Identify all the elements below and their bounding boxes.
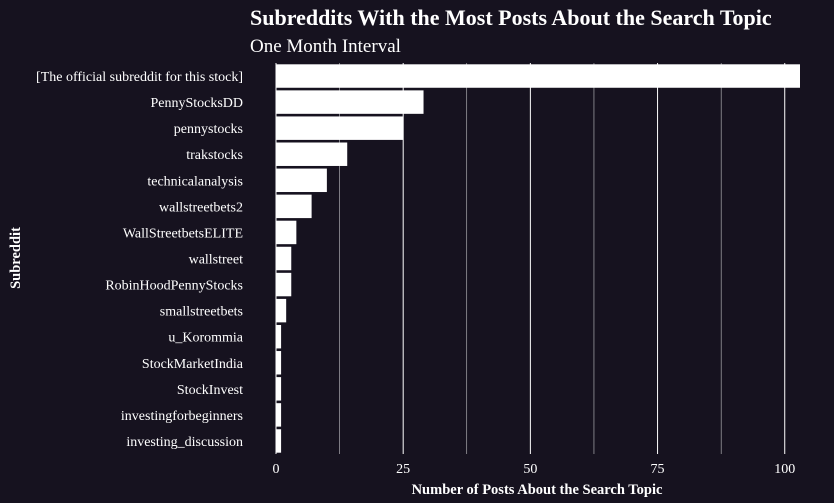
bar bbox=[276, 403, 282, 427]
bar bbox=[276, 246, 292, 271]
y-tick-label: wallstreet bbox=[189, 253, 244, 268]
bar bbox=[276, 429, 282, 453]
bar bbox=[276, 377, 282, 401]
bar bbox=[276, 142, 348, 166]
bar bbox=[276, 168, 327, 193]
x-tick-label: 25 bbox=[396, 462, 410, 477]
x-tick-label: 50 bbox=[523, 462, 537, 477]
y-tick-label: StockInvest bbox=[177, 383, 243, 398]
x-tick-labels: 0 25 50 75 100 bbox=[273, 462, 796, 477]
x-tick-label: 0 bbox=[273, 462, 280, 477]
bar bbox=[276, 324, 282, 349]
y-tick-label: PennyStocksDD bbox=[150, 96, 243, 111]
y-tick-label: pennystocks bbox=[174, 122, 243, 137]
bar bbox=[276, 220, 297, 245]
bar bbox=[276, 194, 312, 219]
y-tick-label: trakstocks bbox=[186, 148, 243, 163]
y-tick-label: RobinHoodPennyStocks bbox=[105, 279, 243, 294]
y-tick-label: smallstreetbets bbox=[160, 305, 243, 320]
y-tick-label: investingforbeginners bbox=[121, 409, 243, 424]
y-tick-label: technicalanalysis bbox=[147, 174, 243, 189]
y-tick-labels: [The official subreddit for this stock] P… bbox=[36, 70, 244, 450]
bar bbox=[276, 272, 292, 297]
chart-title: Subreddits With the Most Posts About the… bbox=[250, 5, 772, 30]
bar bbox=[276, 351, 282, 375]
bar bbox=[276, 90, 424, 114]
bar bbox=[276, 64, 800, 88]
x-axis-title: Number of Posts About the Search Topic bbox=[412, 482, 663, 498]
bar bbox=[276, 116, 404, 140]
y-tick-label: WallStreetbetsELITE bbox=[123, 226, 243, 241]
bar bbox=[276, 298, 287, 323]
chart-subtitle: One Month Interval bbox=[250, 36, 401, 57]
y-tick-label: u_Korommia bbox=[168, 331, 243, 346]
y-tick-label: investing_discussion bbox=[126, 435, 243, 450]
x-tick-label: 100 bbox=[774, 462, 795, 477]
bar-layer bbox=[276, 64, 800, 453]
y-tick-label: wallstreetbets2 bbox=[159, 200, 243, 215]
y-tick-label: [The official subreddit for this stock] bbox=[36, 70, 243, 85]
y-tick-label: StockMarketIndia bbox=[142, 357, 244, 372]
y-axis-title: Subreddit bbox=[8, 227, 24, 289]
x-tick-label: 75 bbox=[651, 462, 665, 477]
